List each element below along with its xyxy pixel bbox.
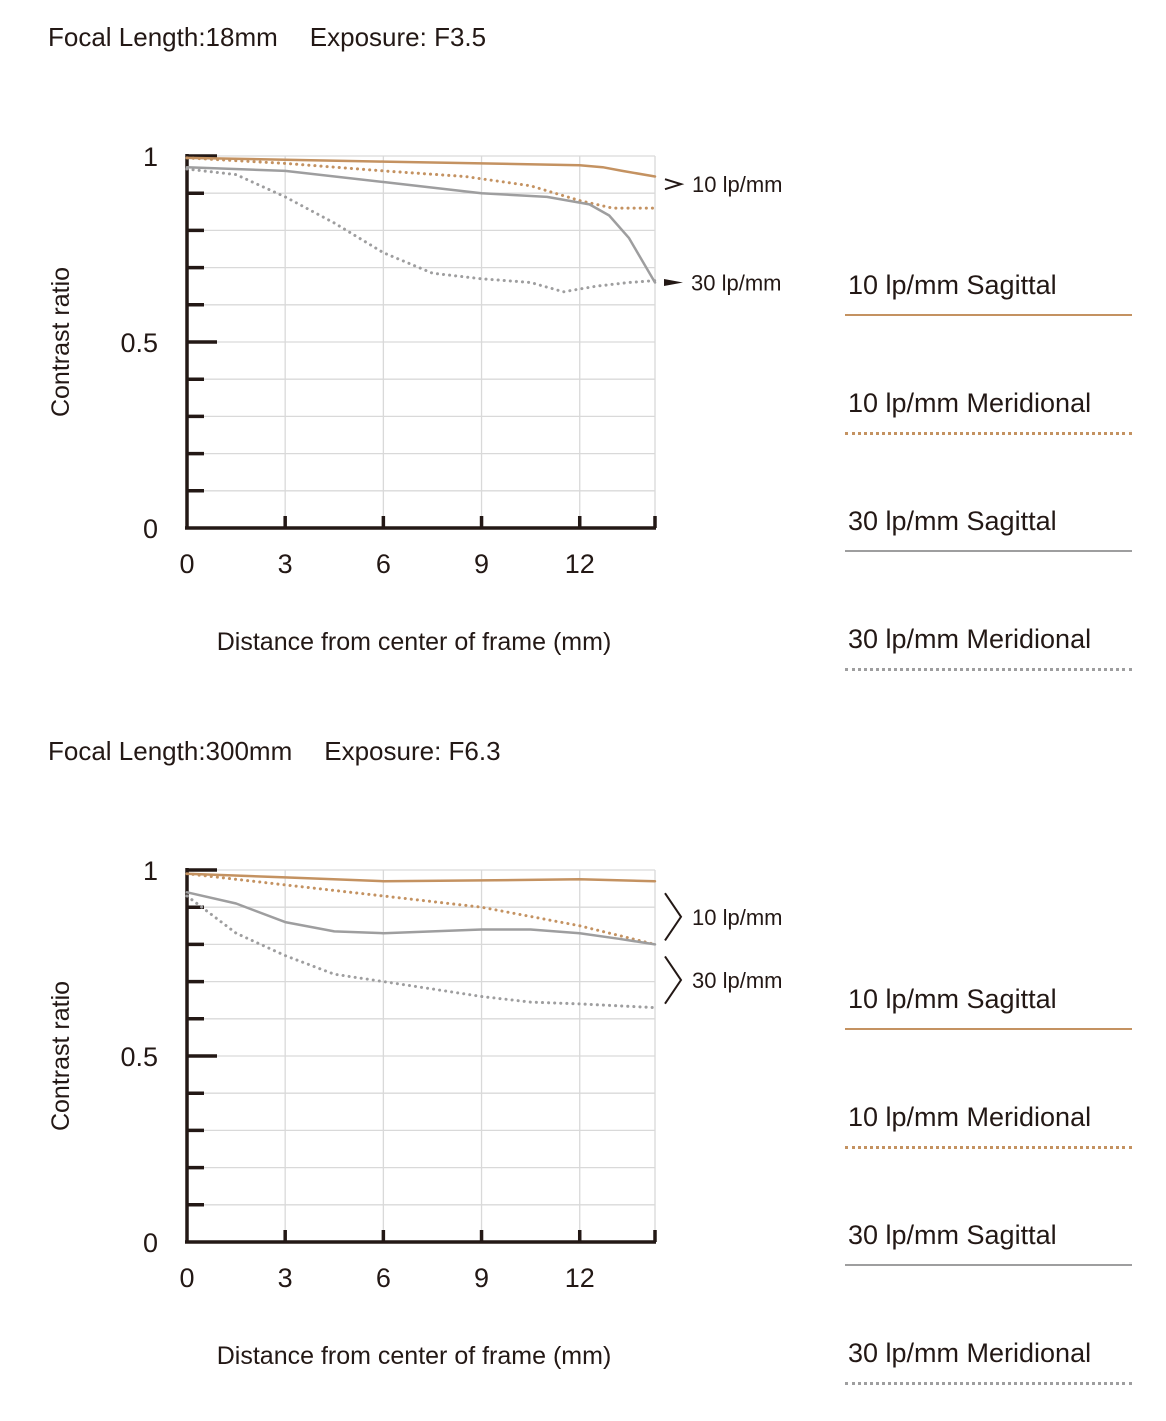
legend-label: 30 lp/mm Sagittal xyxy=(848,1220,1057,1250)
legend-item: 10 lp/mm Sagittal xyxy=(845,270,1132,330)
legend-item: 30 lp/mm Meridional xyxy=(845,1338,1132,1398)
series-line-m30 xyxy=(185,167,657,294)
series-line-s10 xyxy=(185,156,657,178)
bracket-label: 10 lp/mm xyxy=(692,905,782,930)
x-tick-label: 3 xyxy=(278,1263,293,1293)
series-line-m10 xyxy=(185,156,657,210)
series-line-m10 xyxy=(185,872,657,946)
legend-item: 30 lp/mm Sagittal xyxy=(845,1220,1132,1280)
x-tick-label: 12 xyxy=(565,1263,595,1293)
series-line-s10 xyxy=(185,872,657,883)
mtf-chart-wide: 0 0.5 1 0 3 6 9 12 Distance from center of frame… xyxy=(47,142,782,656)
legend-label: 10 lp/mm Meridional xyxy=(848,1102,1092,1132)
legend-label: 30 lp/mm Meridional xyxy=(848,1338,1092,1368)
legend-label: 30 lp/mm Sagittal xyxy=(848,506,1057,536)
x-tick-label: 0 xyxy=(179,1263,194,1293)
series-line-s30 xyxy=(185,165,657,284)
legend-label: 10 lp/mm Sagittal xyxy=(848,984,1057,1014)
legend-swatch xyxy=(845,550,1132,552)
x-axis-label: Distance from center of frame (mm) xyxy=(217,628,612,656)
legend-swatch xyxy=(845,432,1132,435)
x-axis-label: Distance from center of frame (mm) xyxy=(217,1342,612,1370)
bracket-label: 30 lp/mm xyxy=(691,270,781,295)
x-tick-label: 3 xyxy=(278,549,293,579)
legend-item: 10 lp/mm Meridional xyxy=(845,388,1132,448)
x-tick-label: 6 xyxy=(376,549,391,579)
bracket-10 xyxy=(664,892,683,941)
x-tick-label: 6 xyxy=(376,1263,391,1293)
y-tick-label: 0.5 xyxy=(120,328,158,358)
mtf-panel-tele: Focal Length:300mm Exposure: F6.3 0 0.5 1 0 3… xyxy=(0,714,1166,1421)
exposure-label: Exposure: F6.3 xyxy=(324,736,501,766)
legend-item: 10 lp/mm Meridional xyxy=(845,1102,1132,1162)
chart-header: Focal Length:18mm Exposure: F3.5 xyxy=(48,22,486,53)
y-tick-label: 1 xyxy=(143,142,158,172)
focal-length-label: Focal Length:300mm xyxy=(48,736,293,766)
series-line-s30 xyxy=(185,891,657,946)
legend-swatch xyxy=(845,1264,1132,1266)
x-tick-label: 9 xyxy=(474,1263,489,1293)
legend-label: 30 lp/mm Meridional xyxy=(848,624,1092,654)
legend-swatch xyxy=(845,1146,1132,1149)
legend-swatch xyxy=(845,314,1132,316)
legend-swatch xyxy=(845,668,1132,671)
y-tick-label: 0 xyxy=(143,1228,158,1258)
y-axis-label: Contrast ratio xyxy=(47,267,75,417)
legend-item: 10 lp/mm Sagittal xyxy=(845,984,1132,1044)
bracket-30 xyxy=(664,955,683,1005)
focal-length-label: Focal Length:18mm xyxy=(48,22,278,52)
y-tick-label: 0 xyxy=(143,514,158,544)
y-axis-label: Contrast ratio xyxy=(47,981,75,1131)
series-line-m30 xyxy=(185,894,657,1010)
x-tick-label: 9 xyxy=(474,549,489,579)
bracket-label: 30 lp/mm xyxy=(692,968,782,993)
legend-label: 10 lp/mm Sagittal xyxy=(848,270,1057,300)
legend-swatch xyxy=(845,1382,1132,1385)
legend-label: 10 lp/mm Meridional xyxy=(848,388,1092,418)
legend-swatch xyxy=(845,1028,1132,1030)
bracket-10 xyxy=(664,178,685,191)
bracket-label: 10 lp/mm xyxy=(692,172,782,197)
legend-item: 30 lp/mm Sagittal xyxy=(845,506,1132,566)
mtf-panel-wide: Focal Length:18mm Exposure: F3.5 0 0.5 1 0 3 6… xyxy=(0,0,1166,707)
x-tick-label: 12 xyxy=(565,549,595,579)
chart-header: Focal Length:300mm Exposure: F6.3 xyxy=(48,736,501,767)
x-tick-label: 0 xyxy=(179,549,194,579)
legend-item: 30 lp/mm Meridional xyxy=(845,624,1132,684)
exposure-label: Exposure: F3.5 xyxy=(309,22,487,52)
bracket-arrow-icon xyxy=(664,278,683,286)
mtf-chart-tele: 0 0.5 1 0 3 6 9 12 Distance from center of frame… xyxy=(47,856,782,1370)
y-tick-label: 1 xyxy=(143,856,158,886)
y-tick-label: 0.5 xyxy=(120,1042,158,1072)
